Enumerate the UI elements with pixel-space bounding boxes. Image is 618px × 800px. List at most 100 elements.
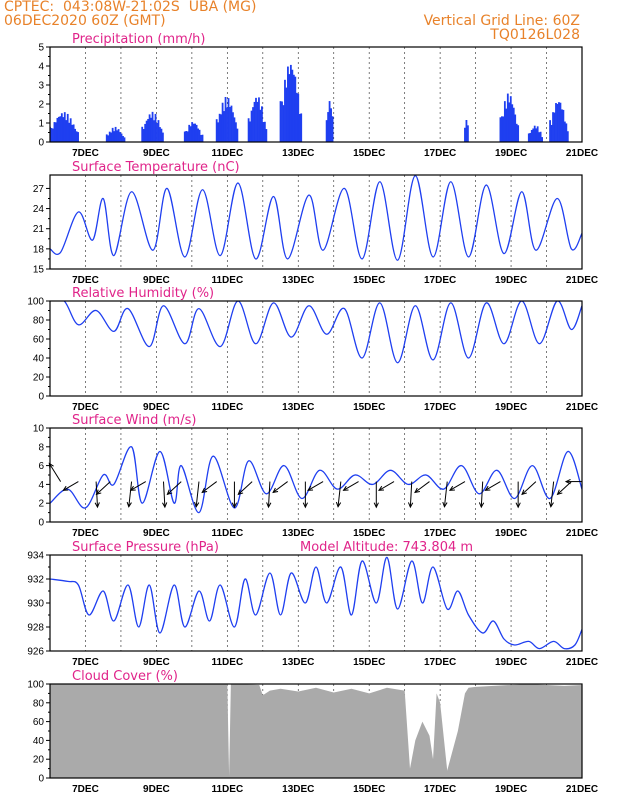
precip-bar — [230, 105, 233, 142]
y-tick-label: 10 — [33, 424, 45, 435]
date-label: 15DEC — [353, 657, 385, 668]
precip-bar — [120, 133, 123, 142]
precip-bar — [183, 131, 186, 142]
date-label: 11DEC — [211, 275, 243, 286]
precip-bar — [553, 112, 556, 142]
y-tick-label: 100 — [27, 680, 44, 691]
precip-bar — [563, 121, 566, 142]
y-tick-label: 1 — [38, 119, 44, 130]
precip-bar — [162, 132, 164, 142]
panel-pressure: Surface Pressure (hPa) Model Altitude: 74… — [27, 540, 598, 668]
precip-bar — [541, 137, 543, 142]
wind-arrow — [414, 481, 430, 494]
wind-arrow — [307, 481, 324, 491]
precip-bar — [107, 135, 110, 142]
wind-arrow-head — [307, 485, 314, 491]
panel-precip: Precipitation (mm/h) 0 1 2 3 4 5 7DEC 9DEC 11DEC 1… — [38, 32, 598, 159]
precip-bar — [261, 106, 263, 142]
wind-arrow-shaft — [378, 481, 395, 491]
panel-title: Cloud Cover (%) — [72, 669, 178, 684]
precip-bar — [289, 64, 292, 142]
data-layer — [50, 556, 582, 650]
precip-bar — [66, 113, 69, 142]
precip-bar — [68, 122, 71, 142]
precip-bar — [221, 102, 224, 142]
precip-bar — [515, 123, 518, 142]
wind-arrow — [377, 481, 395, 491]
wind-arrow-head — [407, 502, 414, 509]
wind-arrow-head — [521, 489, 527, 496]
wind-arrow — [515, 481, 521, 509]
date-label: 21DEC — [566, 402, 598, 413]
y-tick-label: 4 — [38, 480, 44, 491]
precip-bar — [511, 104, 514, 142]
precip-bar — [122, 136, 124, 142]
date-label: 21DEC — [566, 784, 598, 795]
y-tick-label: 20 — [33, 373, 45, 384]
wind-arrow — [521, 481, 537, 496]
wind-arrow-shaft — [195, 481, 200, 507]
precip-bar — [298, 113, 301, 142]
data-layer — [50, 301, 582, 364]
date-label: 17DEC — [424, 402, 456, 413]
date-label: 7DEC — [72, 402, 99, 413]
y-tick-label: 932 — [27, 575, 44, 586]
wind-arrow — [48, 462, 62, 482]
wind-arrow-head — [194, 501, 200, 508]
wind-arrow-head — [94, 502, 100, 509]
precip-bar — [50, 128, 53, 142]
data-layer — [50, 684, 582, 778]
precip-bar — [110, 132, 113, 142]
precip-bar — [200, 134, 202, 142]
panel-cloud: Cloud Cover (%) 0 20 40 60 80 100 7DEC 9DEC 11DEC… — [27, 669, 598, 795]
wind-arrow-head — [548, 501, 554, 508]
precip-bar — [259, 109, 262, 142]
precip-bar — [552, 112, 554, 142]
precip-bar — [119, 132, 121, 142]
date-label: 9DEC — [143, 148, 170, 159]
date-label: 17DEC — [424, 528, 456, 539]
precip-bar — [56, 117, 59, 142]
y-tick-label: 18 — [33, 244, 45, 255]
y-tick-label: 20 — [33, 755, 45, 766]
precip-bar — [218, 113, 221, 142]
panel-title: Surface Wind (m/s) — [72, 413, 196, 428]
wind-arrow-head — [377, 485, 385, 491]
precip-bar — [154, 113, 157, 142]
date-label: 9DEC — [143, 402, 170, 413]
precip-bar — [69, 118, 72, 142]
precip-bar — [255, 97, 257, 142]
wind-arrow — [194, 481, 200, 508]
precip-bar — [295, 92, 298, 142]
precip-bar — [535, 128, 538, 142]
precip-bar — [330, 108, 332, 142]
wind-arrow-shaft — [201, 481, 217, 493]
rh-series-line — [50, 301, 582, 364]
date-label: 13DEC — [282, 402, 314, 413]
wind-arrow — [302, 481, 308, 509]
precip-bar — [148, 114, 151, 142]
date-label: 17DEC — [424, 275, 456, 286]
date-label: 17DEC — [424, 657, 456, 668]
wind-arrow-shaft — [449, 481, 466, 491]
precip-bar — [539, 131, 542, 142]
model-header: TQ0126L028 — [490, 27, 580, 43]
wind-arrow-shaft — [167, 481, 182, 495]
wind-arrow-shaft — [409, 481, 413, 508]
date-label: 9DEC — [143, 657, 170, 668]
y-tick-label: 80 — [33, 698, 45, 709]
wind-arrow-head — [564, 478, 571, 485]
date-label: 19DEC — [495, 784, 527, 795]
y-tick-label: 5 — [38, 43, 44, 54]
precip-bar — [288, 74, 291, 142]
precip-bar — [509, 96, 512, 142]
precip-bar — [116, 130, 118, 142]
wind-arrow-shaft — [96, 481, 111, 495]
wind-arrow-head — [231, 502, 238, 509]
wind-arrow-shaft — [550, 481, 555, 507]
precip-bar — [229, 107, 231, 142]
wind-arrow-shaft — [557, 481, 572, 495]
wind-arrow — [62, 481, 79, 491]
precip-bar — [114, 126, 117, 142]
